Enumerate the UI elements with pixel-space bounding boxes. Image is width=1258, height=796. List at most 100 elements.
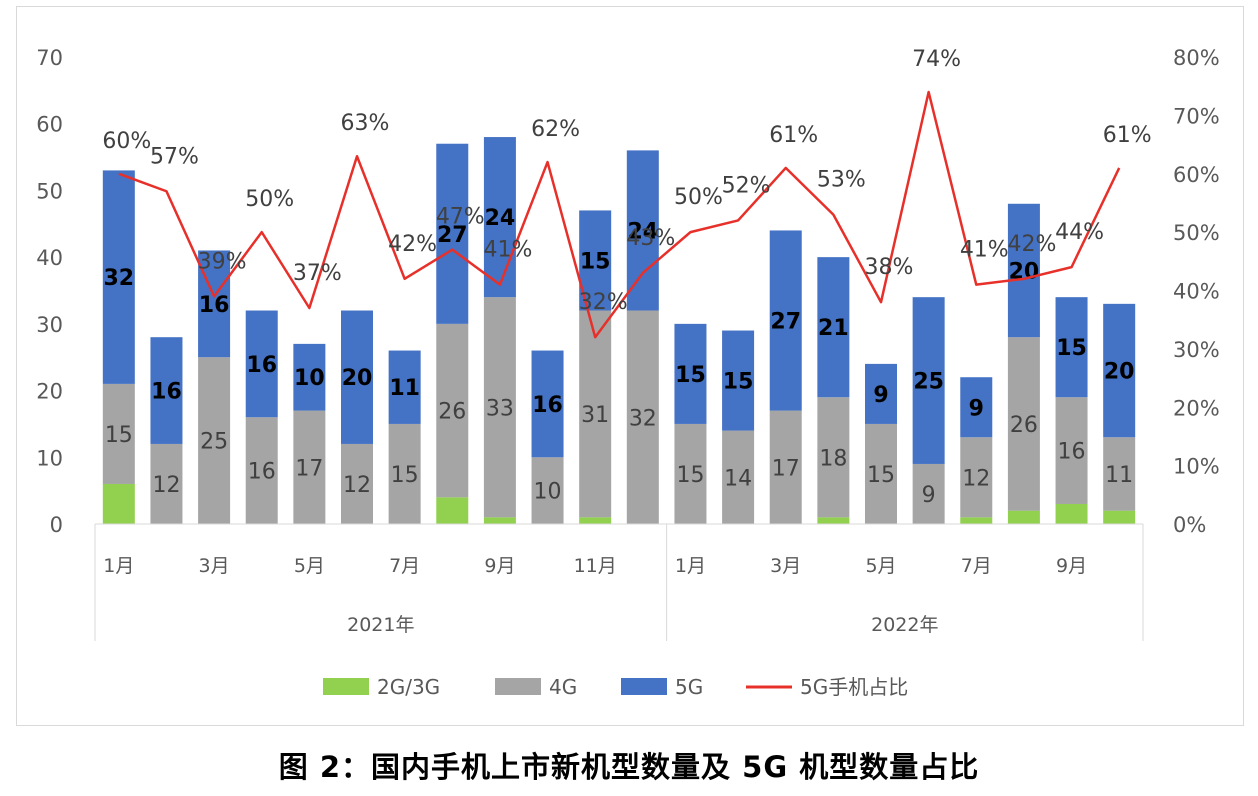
bar-5g xyxy=(245,310,278,418)
x-month-label: 11月 xyxy=(574,555,617,577)
legend-label-ratio: 5G手机占比 xyxy=(800,675,908,699)
bar-5g-label: 15 xyxy=(580,249,611,274)
chart-frame: 0 10 20 30 40 50 60 70 0% 10% 20% 30% 40% 50% 60% 70% 80… xyxy=(16,6,1244,726)
y-right-tick-label: 70% xyxy=(1173,104,1220,128)
y-left-tick-label: 70 xyxy=(36,46,63,70)
x-year-label: 2022年 xyxy=(871,614,938,636)
y-left-tick-label: 20 xyxy=(36,380,63,404)
bar-5g-label: 15 xyxy=(723,370,754,395)
bar-4g-label: 32 xyxy=(629,406,657,431)
ratio-point-label: 63% xyxy=(341,111,390,136)
ratio-point-label: 61% xyxy=(1103,123,1152,148)
bar-5g-label: 25 xyxy=(913,370,944,395)
bar-4g-label: 17 xyxy=(295,456,323,481)
bar-2g3g xyxy=(579,517,612,524)
bar-5g-label: 15 xyxy=(675,363,706,388)
ratio-point-label: 52% xyxy=(722,173,771,198)
ratio-point-label: 42% xyxy=(1007,232,1056,257)
ratio-point-label: 42% xyxy=(388,232,437,257)
x-month-label: 1月 xyxy=(675,555,706,577)
bar-4g-label: 12 xyxy=(343,473,371,498)
y-left-tick-label: 0 xyxy=(50,513,63,537)
bar-5g xyxy=(865,363,897,424)
bar-2g3g xyxy=(436,497,469,524)
bar-4g xyxy=(769,410,802,524)
bar-5g-label: 10 xyxy=(294,366,325,391)
bar-5g-label: 27 xyxy=(437,223,468,248)
ratio-line xyxy=(118,90,1121,339)
bar-4g-label: 26 xyxy=(1010,413,1038,438)
y-left-tick-label: 50 xyxy=(36,179,63,203)
legend-label-g23: 2G/3G xyxy=(377,675,440,699)
bar-4g xyxy=(1103,437,1136,511)
chart-svg: 0 10 20 30 40 50 60 70 0% 10% 20% 30% 40% 50% 60% 70% 80… xyxy=(36,46,1220,699)
bar-4g-label: 31 xyxy=(581,403,609,428)
bar-4g xyxy=(960,437,993,518)
bar-4g xyxy=(531,457,564,524)
ratio-point-label: 62% xyxy=(531,117,580,142)
bar-4g-label: 15 xyxy=(867,463,895,488)
bar-4g-label: 10 xyxy=(534,480,562,505)
bar-5g xyxy=(960,377,993,438)
bar-5g xyxy=(531,350,564,458)
bar-5g-label: 24 xyxy=(628,219,659,244)
bar-5g xyxy=(817,257,850,398)
bar-4g-label: 15 xyxy=(676,463,704,488)
ratio-point-label: 39% xyxy=(198,249,247,274)
bar-4g-label: 15 xyxy=(105,423,133,448)
ratio-point-label: 61% xyxy=(769,123,818,148)
bar-4g-label: 12 xyxy=(152,473,180,498)
bar-4g-label: 9 xyxy=(922,483,936,508)
bar-4g xyxy=(817,397,850,518)
bar-5g xyxy=(436,143,469,324)
bar-4g xyxy=(388,423,421,524)
bar-5g-label: 16 xyxy=(151,380,182,405)
bar-5g xyxy=(483,137,516,298)
legend-label-g5: 5G xyxy=(675,675,703,699)
bar-5g xyxy=(293,343,326,411)
bar-5g xyxy=(198,250,231,358)
y-right-tick-label: 60% xyxy=(1173,163,1220,187)
bar-4g xyxy=(341,443,373,524)
ratio-point-label: 32% xyxy=(579,290,628,315)
bar-5g-label: 24 xyxy=(485,206,516,231)
x-month-label: 5月 xyxy=(865,555,896,577)
ratio-point-label: 41% xyxy=(483,238,532,263)
bar-5g-label: 16 xyxy=(246,353,277,378)
bar-4g xyxy=(579,310,612,518)
bar-4g-label: 18 xyxy=(819,446,847,471)
bar-4g-label: 14 xyxy=(724,466,752,491)
bar-4g xyxy=(102,383,135,484)
bar-4g xyxy=(1055,397,1088,504)
bar-5g-label: 20 xyxy=(342,366,373,391)
x-month-label: 3月 xyxy=(770,555,801,577)
bar-5g-label: 15 xyxy=(1056,336,1087,361)
x-month-label: 9月 xyxy=(484,555,515,577)
legend-label-g4: 4G xyxy=(549,675,577,699)
bar-5g-label: 21 xyxy=(818,316,849,341)
bar-5g-label: 9 xyxy=(969,396,984,421)
bar-4g xyxy=(198,357,231,524)
legend-swatch-g5 xyxy=(621,678,667,695)
bar-4g xyxy=(483,297,516,518)
bar-5g-label: 27 xyxy=(770,310,801,335)
ratio-point-label: 57% xyxy=(150,144,199,169)
y-right-tick-label: 80% xyxy=(1173,46,1220,70)
bar-2g3g xyxy=(960,517,993,524)
bar-4g xyxy=(293,410,326,524)
ratio-point-label: 53% xyxy=(817,168,866,193)
x-month-label: 3月 xyxy=(199,555,230,577)
y-left-tick-label: 40 xyxy=(36,246,63,270)
y-left-tick-label: 60 xyxy=(36,113,63,137)
ratio-point-label: 43% xyxy=(626,226,675,251)
y-left-tick-label: 30 xyxy=(36,313,63,337)
bar-4g xyxy=(436,323,469,498)
ratio-point-label: 50% xyxy=(245,187,294,212)
bar-2g3g xyxy=(817,517,850,524)
figure-caption: 图 2：国内手机上市新机型数量及 5G 机型数量占比 xyxy=(278,750,980,784)
bar-4g xyxy=(1007,337,1040,511)
bar-4g-label: 16 xyxy=(1058,440,1086,465)
ratio-point-label: 41% xyxy=(960,238,1009,263)
y-right-tick-label: 0% xyxy=(1173,513,1206,537)
bar-4g xyxy=(865,423,897,524)
